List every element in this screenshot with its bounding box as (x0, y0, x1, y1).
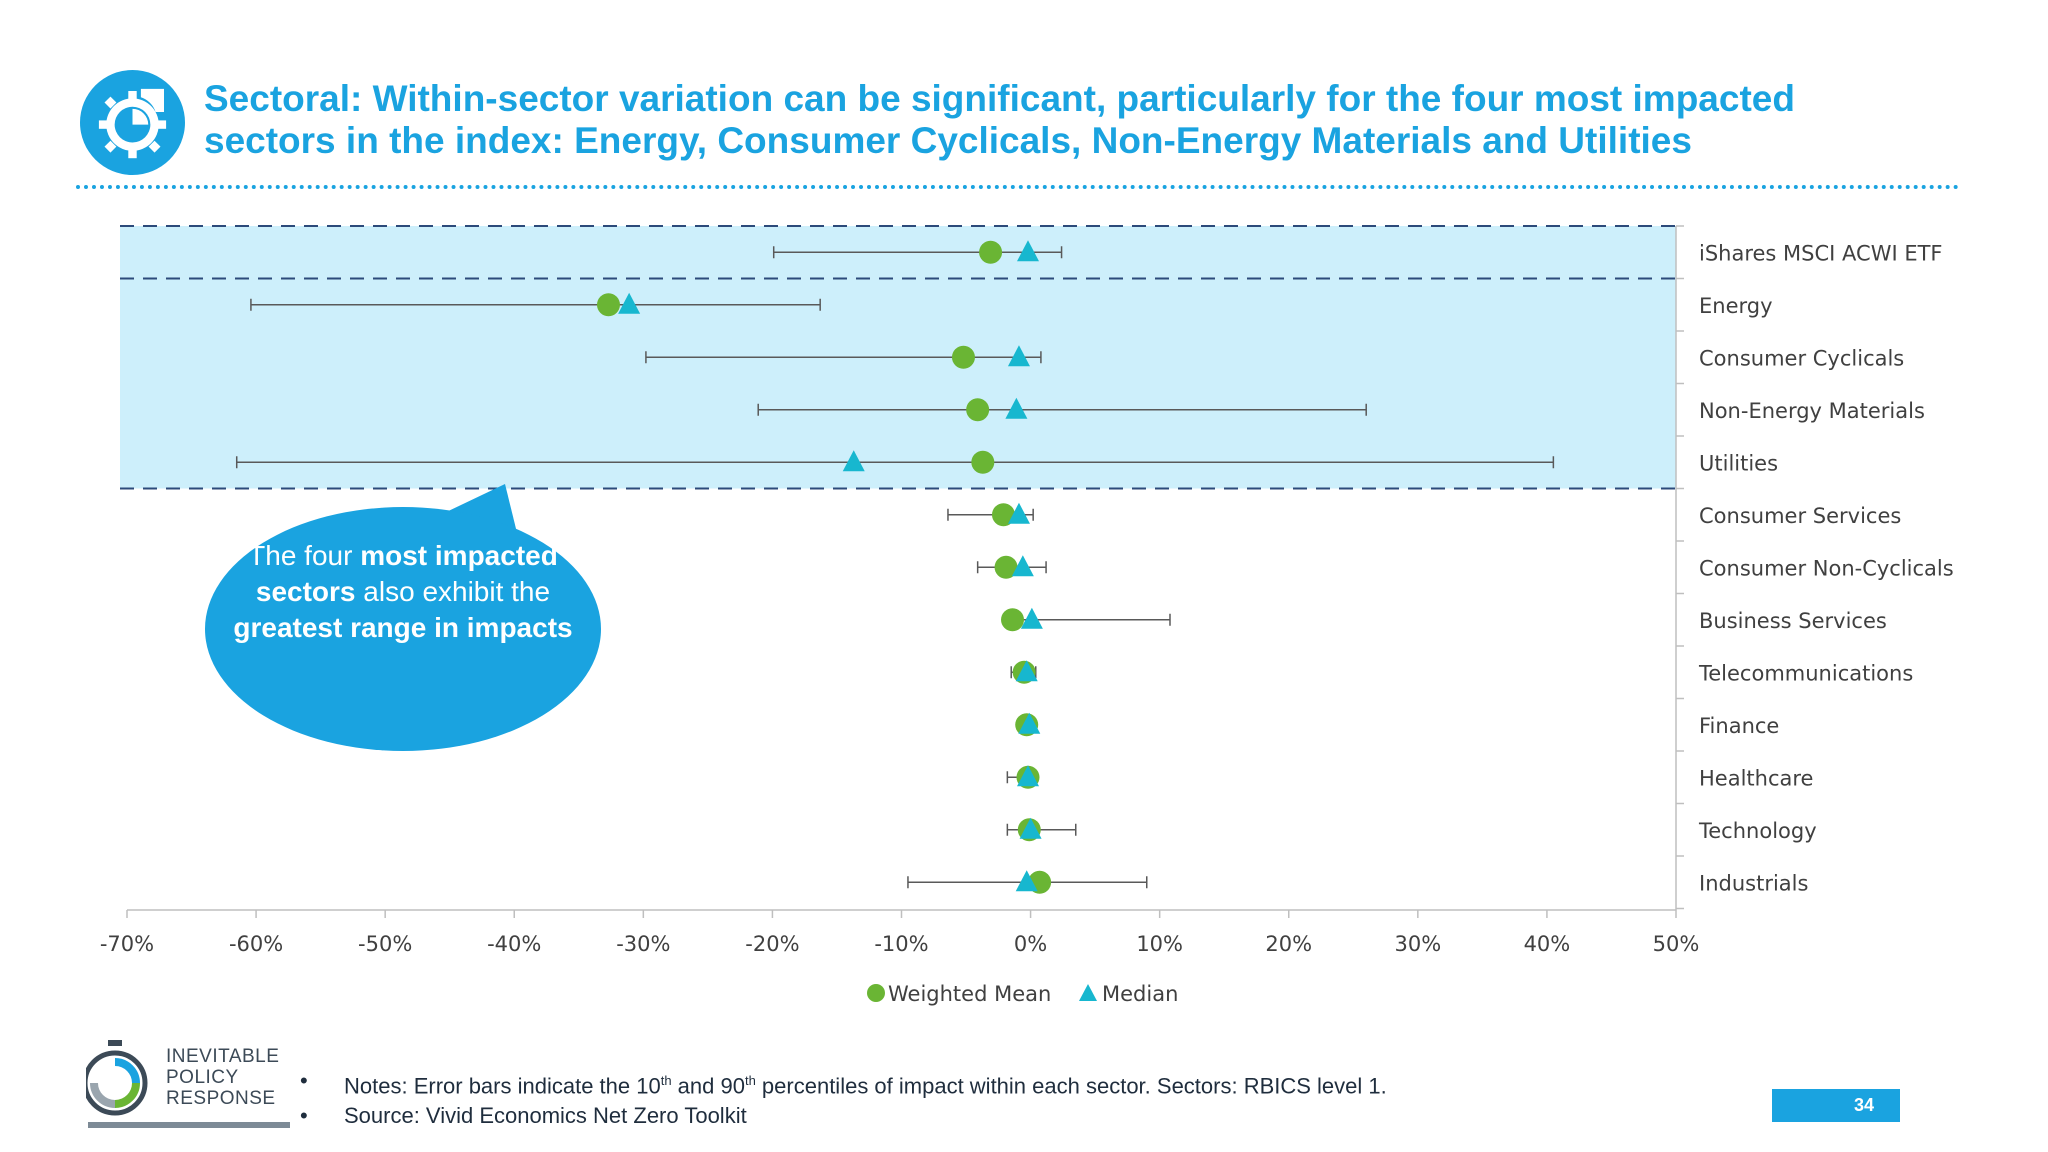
category-label: Consumer Services (1699, 504, 1901, 528)
legend-median-marker (1079, 984, 1097, 1001)
x-tick-label: 50% (1653, 932, 1700, 956)
x-tick-label: -30% (616, 932, 670, 956)
category-label: Industrials (1699, 871, 1808, 895)
median-point (618, 292, 641, 314)
median-point (1007, 502, 1030, 524)
median-point (1018, 712, 1041, 734)
logo-wordmark: INEVITABLE POLICY RESPONSE (166, 1046, 280, 1109)
x-tick-label: -40% (487, 932, 541, 956)
median-point (1007, 345, 1030, 367)
x-tick-label: 30% (1394, 932, 1441, 956)
slide-title-line1: Sectoral: Within-sector variation can be… (204, 78, 1795, 119)
weighted-mean-point (991, 503, 1015, 527)
weighted-mean-point (951, 345, 975, 369)
median-point (1017, 765, 1040, 787)
x-tick-label: 20% (1265, 932, 1312, 956)
inevitable-policy-response-logo (86, 1040, 148, 1116)
logo-underline (88, 1122, 290, 1128)
category-label: Consumer Non-Cyclicals (1699, 556, 1954, 580)
weighted-mean-point (971, 450, 995, 474)
x-tick-label: -50% (358, 932, 412, 956)
median-point (842, 450, 865, 472)
median-point (1015, 660, 1038, 682)
weighted-mean-point (979, 240, 1003, 264)
x-tick-label: 40% (1524, 932, 1571, 956)
category-label: Technology (1698, 819, 1817, 843)
median-point (1019, 817, 1042, 839)
weighted-mean-point (596, 293, 620, 317)
category-label: iShares MSCI ACWI ETF (1699, 241, 1943, 265)
x-tick-label: -10% (874, 932, 928, 956)
x-tick-label: -70% (100, 932, 154, 956)
category-label: Energy (1699, 294, 1773, 318)
title-divider (76, 185, 1960, 189)
category-label: Healthcare (1699, 766, 1813, 790)
gauge-gear-icon (80, 70, 185, 175)
weighted-mean-point (994, 555, 1018, 579)
x-tick-label: -60% (229, 932, 283, 956)
slide-title-line2: sectors in the index: Energy, Consumer C… (204, 120, 1692, 161)
footnotes: • Notes: Error bars indicate the 10th an… (300, 1066, 1387, 1131)
median-point (1020, 607, 1043, 629)
page-number-badge: 34 (1772, 1089, 1900, 1122)
median-point (1015, 870, 1038, 892)
footnote-notes: • Notes: Error bars indicate the 10th an… (300, 1068, 1387, 1099)
category-label: Utilities (1699, 451, 1778, 475)
callout-text: The four most impacted sectors also exhi… (233, 540, 573, 643)
category-label: Consumer Cyclicals (1699, 346, 1904, 370)
weighted-mean-point (966, 398, 990, 422)
x-tick-label: -20% (745, 932, 799, 956)
legend-median-label: Median (1102, 982, 1178, 1006)
slide-title: Sectoral: Within-sector variation can be… (204, 78, 2004, 162)
median-point (1011, 555, 1034, 577)
median-point (1005, 397, 1028, 419)
category-label: Finance (1699, 714, 1779, 738)
legend-mean-marker (867, 984, 885, 1002)
footnote-source: • Source: Vivid Economics Net Zero Toolk… (300, 1103, 747, 1129)
category-label: Non-Energy Materials (1699, 399, 1925, 423)
x-tick-label: 10% (1136, 932, 1183, 956)
median-point (1017, 240, 1040, 262)
legend-mean-label: Weighted Mean (888, 982, 1051, 1006)
weighted-mean-point (1001, 608, 1025, 632)
category-label: Business Services (1699, 609, 1887, 633)
x-tick-label: 0% (1014, 932, 1047, 956)
category-label: Telecommunications (1698, 661, 1913, 685)
